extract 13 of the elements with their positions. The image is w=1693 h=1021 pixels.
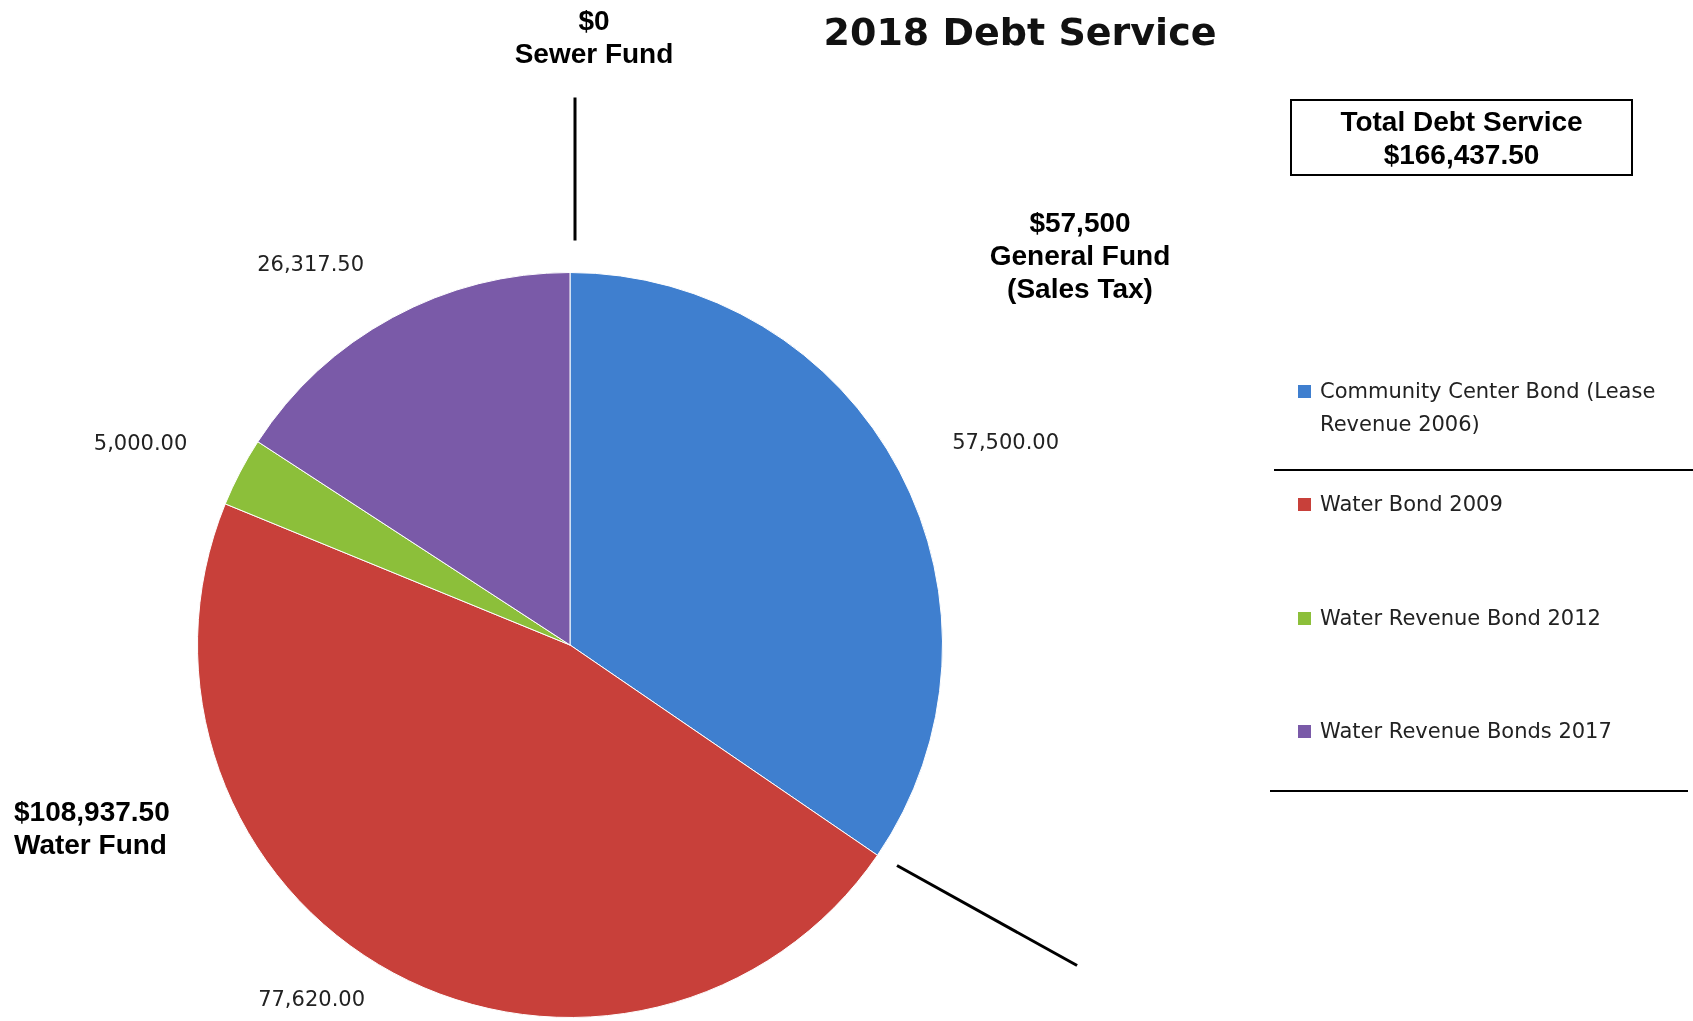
text: $57,500 General Fund (Sales Tax) — [988, 206, 1172, 305]
chart-title: 2018 Debt Service — [822, 10, 1218, 54]
legend-label: Water Revenue Bonds 2017 — [1319, 718, 1613, 745]
legend-label: Water Bond 2009 — [1319, 491, 1504, 518]
data-label: 5,000.00 — [93, 430, 188, 455]
legend-label: Community Center Bond (Lease Revenue 2006) — [1319, 378, 1657, 438]
text: $108,937.50 Water Fund — [14, 795, 171, 861]
data-label: 26,317.50 — [257, 251, 365, 276]
text: Total Debt Service $166,437.50 — [1290, 99, 1633, 176]
legend-label: Water Revenue Bond 2012 — [1319, 605, 1602, 632]
data-label: 77,620.00 — [258, 987, 366, 1012]
data-label: 57,500.00 — [952, 429, 1060, 454]
text: $0 Sewer Fund — [513, 4, 675, 70]
